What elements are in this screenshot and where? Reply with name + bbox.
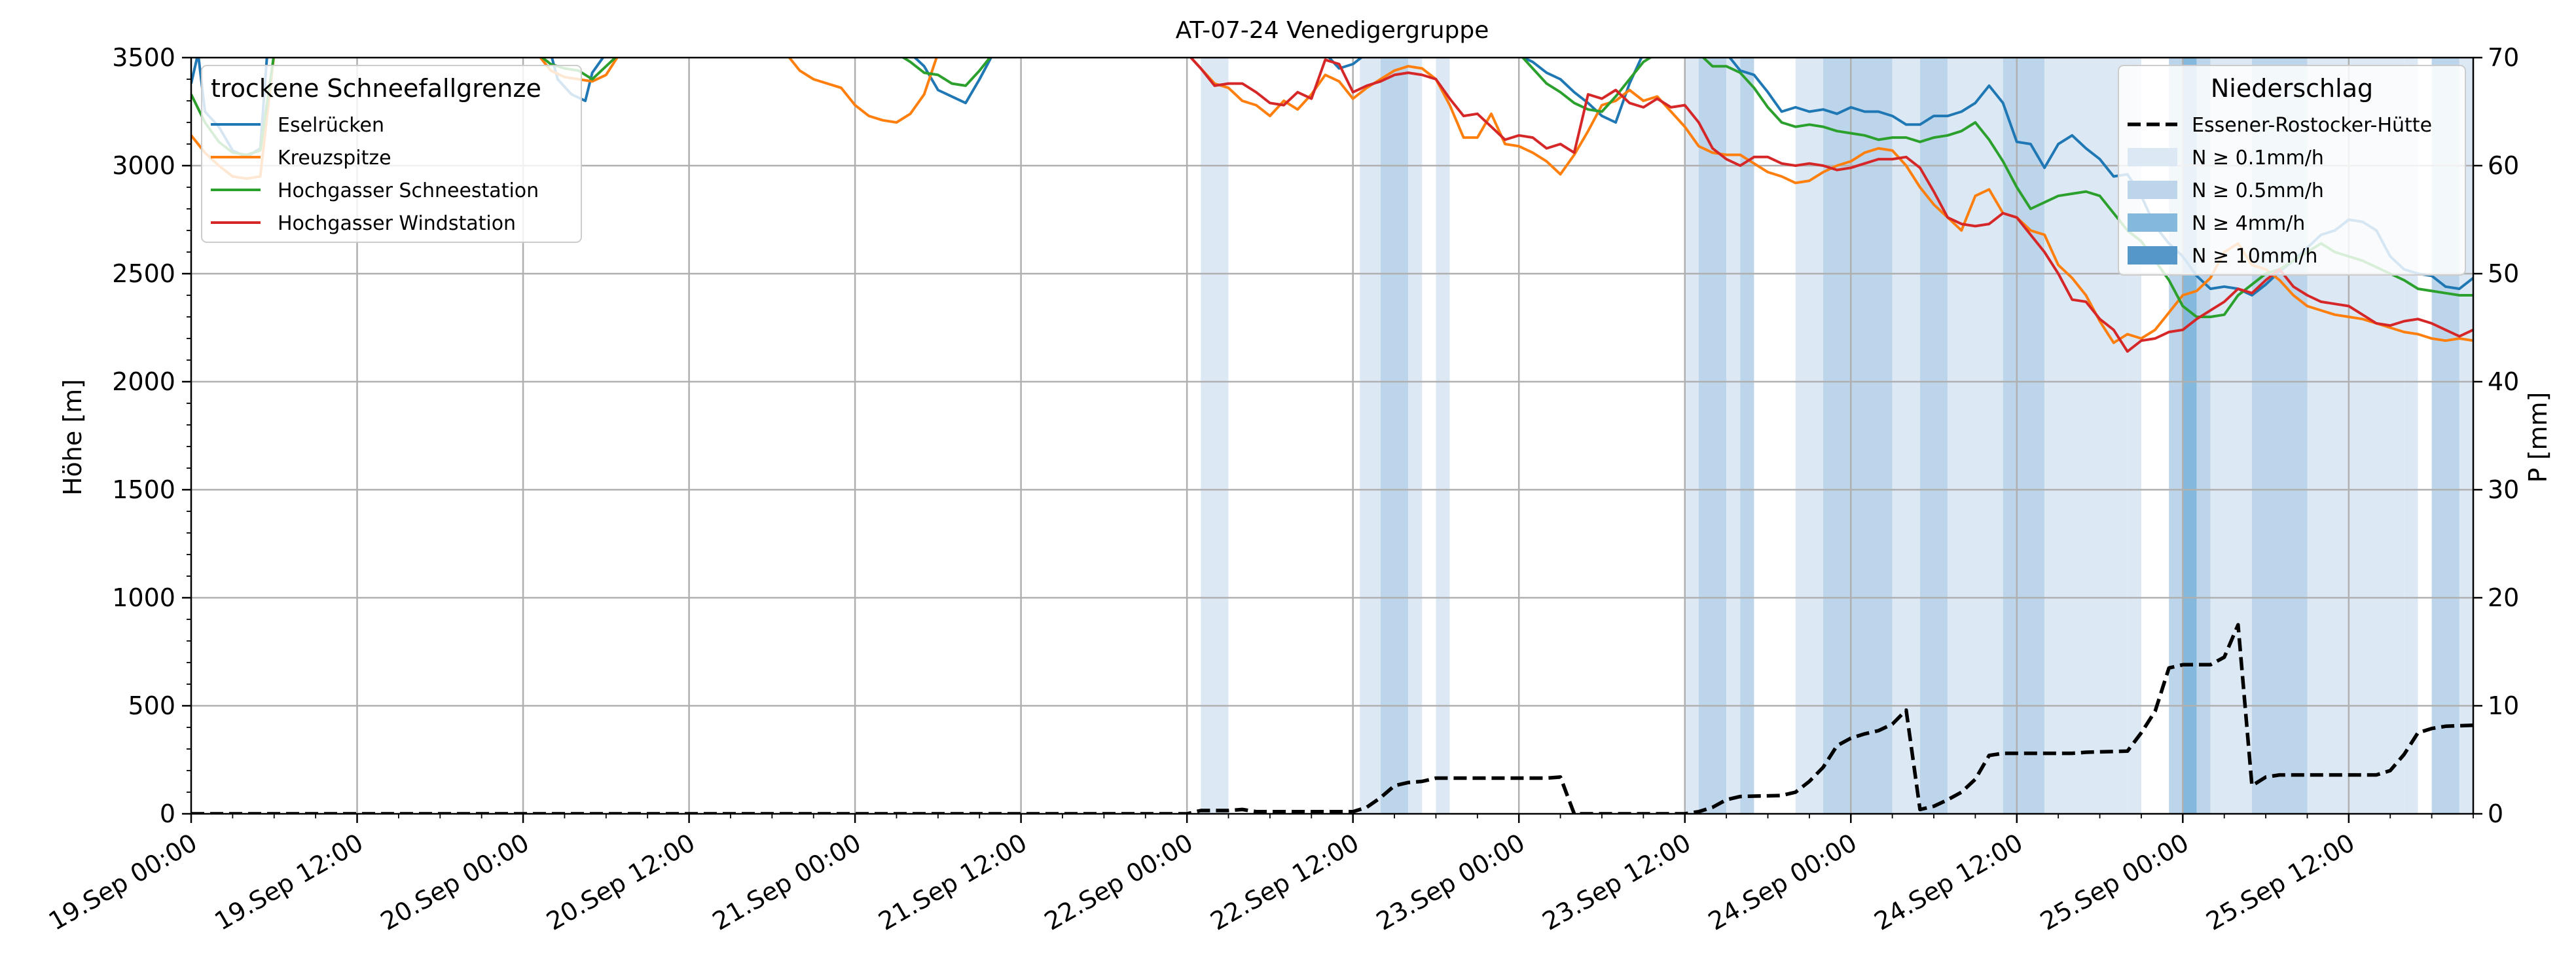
y-tick-label-right: 10 — [2488, 691, 2519, 720]
x-tick-label: 19.Sep 00:00 — [44, 828, 202, 936]
precip-band — [1684, 58, 1699, 814]
y-tick-label-left: 500 — [128, 691, 175, 720]
legend-right-title: Niederschlag — [2211, 74, 2373, 103]
legend-left-label: Hochgasser Schneestation — [278, 179, 539, 202]
y-tick-label-right: 60 — [2488, 151, 2519, 180]
x-tick-label: 23.Sep 12:00 — [1538, 828, 1696, 936]
legend-left-title: trockene Schneefallgrenze — [211, 74, 541, 103]
precip-band — [2003, 58, 2045, 814]
y-tick-label-left: 1500 — [112, 475, 175, 504]
legend-left-box — [201, 65, 582, 243]
legend-left-label: Eselrücken — [278, 114, 384, 137]
precip-band — [2044, 58, 2128, 814]
series-line — [1189, 58, 2473, 353]
legend-right-band-label: N ≥ 10mm/h — [2192, 245, 2317, 268]
precip-band — [1360, 58, 1381, 814]
chart-title: AT-07-24 Venedigergruppe — [1176, 17, 1489, 44]
x-tick-label: 25.Sep 00:00 — [2035, 828, 2194, 936]
precip-band — [1408, 58, 1423, 814]
y-tick-label-right: 30 — [2488, 475, 2519, 504]
series-line — [191, 58, 2473, 344]
y-tick-label-right: 20 — [2488, 583, 2519, 612]
precip-band — [1201, 58, 1229, 814]
precipitation-bands — [1201, 58, 2473, 814]
precip-band — [1823, 58, 1893, 814]
y-tick-label-left: 2500 — [112, 259, 175, 288]
precip-band — [1740, 58, 1754, 814]
precip-band — [1726, 58, 1741, 814]
x-tick-label: 24.Sep 12:00 — [1870, 828, 2028, 936]
legend-left-label: Hochgasser Windstation — [278, 212, 516, 235]
precip-band — [1919, 58, 1948, 814]
x-tick-label: 19.Sep 12:00 — [209, 828, 368, 936]
series-line — [191, 623, 2473, 814]
legend-right-line-label: Essener-Rostocker-Hütte — [2192, 114, 2432, 137]
x-tick-label: 22.Sep 00:00 — [1040, 828, 1198, 936]
x-tick-label: 21.Sep 12:00 — [873, 828, 1032, 936]
x-tick-label: 20.Sep 00:00 — [376, 828, 534, 936]
y-tick-label-left: 3500 — [112, 43, 175, 72]
legend-right-band-swatch — [2128, 213, 2177, 232]
legend-right: Niederschlag Essener-Rostocker-Hütte N ≥ 0… — [2118, 65, 2466, 276]
y-tick-label-left: 0 — [160, 799, 175, 828]
legend-right-band-label: N ≥ 0.1mm/h — [2192, 147, 2324, 170]
legend-right-box — [2118, 65, 2466, 276]
legend-right-band-swatch — [2128, 181, 2177, 199]
precip-band — [1436, 58, 1450, 814]
legend-left-label: Kreuzspitze — [278, 147, 391, 170]
precip-band — [1380, 58, 1409, 814]
y-axis-label-left: Höhe [m] — [58, 379, 87, 496]
y-tick-label-right: 0 — [2488, 799, 2503, 828]
x-tick-label: 21.Sep 00:00 — [708, 828, 866, 936]
x-tick-label: 24.Sep 00:00 — [1703, 828, 1862, 936]
series-line — [191, 58, 2473, 297]
x-tick-label: 22.Sep 12:00 — [1206, 828, 1364, 936]
legend-left: trockene Schneefallgrenze Eselrücken Kreuz… — [201, 65, 582, 243]
y-axis-label-right: P [mm] — [2524, 392, 2552, 483]
legend-right-band-label: N ≥ 4mm/h — [2192, 212, 2305, 235]
precip-band — [1795, 58, 1824, 814]
legend-right-band-swatch — [2128, 148, 2177, 166]
y-tick-label-left: 3000 — [112, 151, 175, 180]
x-tick-label: 20.Sep 12:00 — [541, 828, 700, 936]
x-tick-label: 23.Sep 00:00 — [1371, 828, 1530, 936]
y-tick-label-right: 70 — [2488, 43, 2519, 72]
legend-right-band-swatch — [2128, 246, 2177, 265]
legend-right-band-label: N ≥ 0.5mm/h — [2192, 179, 2324, 202]
precip-band — [1698, 58, 1727, 814]
precip-band — [1948, 58, 2003, 814]
y-tick-label-left: 1000 — [112, 583, 175, 612]
y-tick-label-left: 2000 — [112, 367, 175, 396]
x-tick-label: 25.Sep 12:00 — [2202, 828, 2360, 936]
y-tick-label-right: 40 — [2488, 367, 2519, 396]
y-tick-label-right: 50 — [2488, 259, 2519, 288]
plot-frame — [190, 56, 2475, 815]
series-lines — [191, 58, 2473, 814]
precip-band — [1892, 58, 1920, 814]
